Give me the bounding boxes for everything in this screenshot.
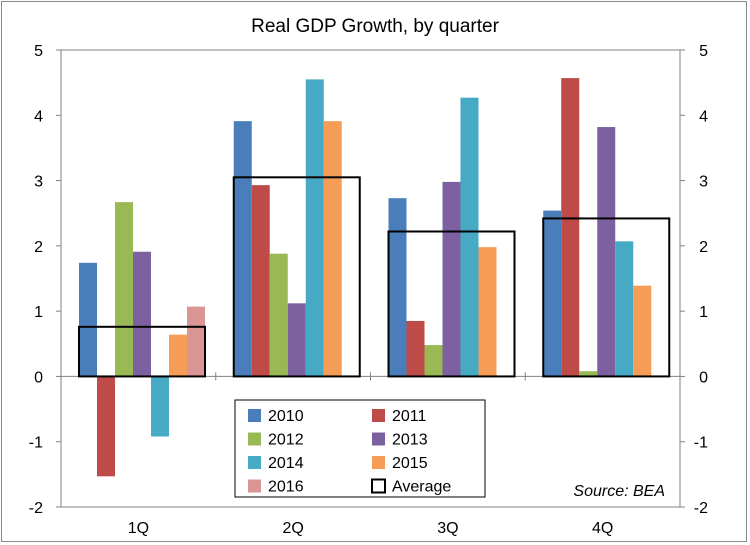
- y-tick-label-left: -1: [29, 435, 43, 452]
- bar: [133, 251, 151, 377]
- y-tick-label-left: 5: [34, 43, 43, 60]
- x-tick-label: 4Q: [592, 520, 613, 537]
- bar: [187, 306, 205, 377]
- average-box: [78, 325, 206, 378]
- legend-swatch: [372, 409, 385, 422]
- bar: [406, 320, 425, 377]
- bar: [287, 303, 306, 377]
- bar: [115, 202, 133, 377]
- bar: [543, 210, 562, 377]
- y-tick-label-right: 5: [699, 43, 708, 60]
- bar: [561, 78, 580, 377]
- y-tick-label-left: 1: [34, 304, 43, 321]
- y-tick-label-left: -2: [29, 500, 43, 517]
- legend-swatch: [372, 456, 385, 469]
- y-tick-label-left: 3: [34, 174, 43, 191]
- bar: [460, 97, 479, 377]
- legend-label: 2014: [268, 455, 304, 472]
- legend-label: 2013: [392, 432, 428, 449]
- bar: [478, 247, 497, 377]
- x-tick-label: 3Q: [437, 520, 458, 537]
- bars: [79, 78, 652, 477]
- y-tick-label-left: 2: [34, 239, 43, 256]
- y-tick-label-right: -2: [694, 500, 708, 517]
- y-tick-label-right: 3: [699, 174, 708, 191]
- bar: [615, 241, 634, 377]
- legend-label: 2016: [268, 479, 304, 496]
- average-boxes: [78, 176, 671, 378]
- bar: [305, 79, 324, 377]
- bar: [388, 198, 407, 377]
- legend-swatch: [248, 456, 261, 469]
- y-tick-label-left: 0: [34, 369, 43, 386]
- average-box: [232, 176, 361, 378]
- average-box: [542, 217, 671, 378]
- legend-swatch: [372, 432, 385, 446]
- bar: [323, 121, 342, 377]
- legend-label: 2015: [392, 455, 428, 472]
- bar: [233, 121, 252, 377]
- bar: [442, 181, 461, 377]
- average-box: [387, 230, 516, 378]
- legend-swatch: [248, 432, 261, 446]
- chart-title: Real GDP Growth, by quarter: [251, 16, 499, 37]
- bar: [97, 376, 115, 477]
- bar: [169, 334, 187, 377]
- bar: [151, 376, 169, 437]
- legend-label: 2011: [392, 408, 427, 425]
- legend-label: 2012: [268, 432, 304, 449]
- legend-label: Average: [392, 479, 451, 496]
- y-tick-label-right: 4: [699, 108, 708, 125]
- legend-box: [234, 399, 486, 498]
- plot-area: [60, 49, 681, 508]
- legend-swatch: [248, 479, 261, 493]
- y-tick-label-right: 0: [699, 369, 708, 386]
- bar: [579, 371, 598, 377]
- y-tick-label-right: 1: [699, 304, 708, 321]
- legend: 2010 2011 2012 2013 2014 2015 2016 Average: [234, 399, 486, 498]
- source-annotation: Source: BEA: [573, 483, 665, 500]
- bar: [269, 253, 288, 377]
- legend-swatch: [248, 409, 261, 422]
- y-tick-label-left: 4: [34, 108, 43, 125]
- legend-swatch: [371, 478, 386, 494]
- x-tick-label: 1Q: [128, 520, 149, 537]
- x-tick-label: 2Q: [282, 520, 303, 537]
- y-tick-label-right: 2: [699, 239, 708, 256]
- bar: [597, 127, 616, 377]
- bar: [633, 285, 652, 377]
- bar: [251, 185, 270, 377]
- y-tick-label-right: -1: [694, 435, 708, 452]
- legend-label: 2010: [268, 408, 304, 425]
- bar: [79, 262, 97, 377]
- bar: [424, 345, 443, 377]
